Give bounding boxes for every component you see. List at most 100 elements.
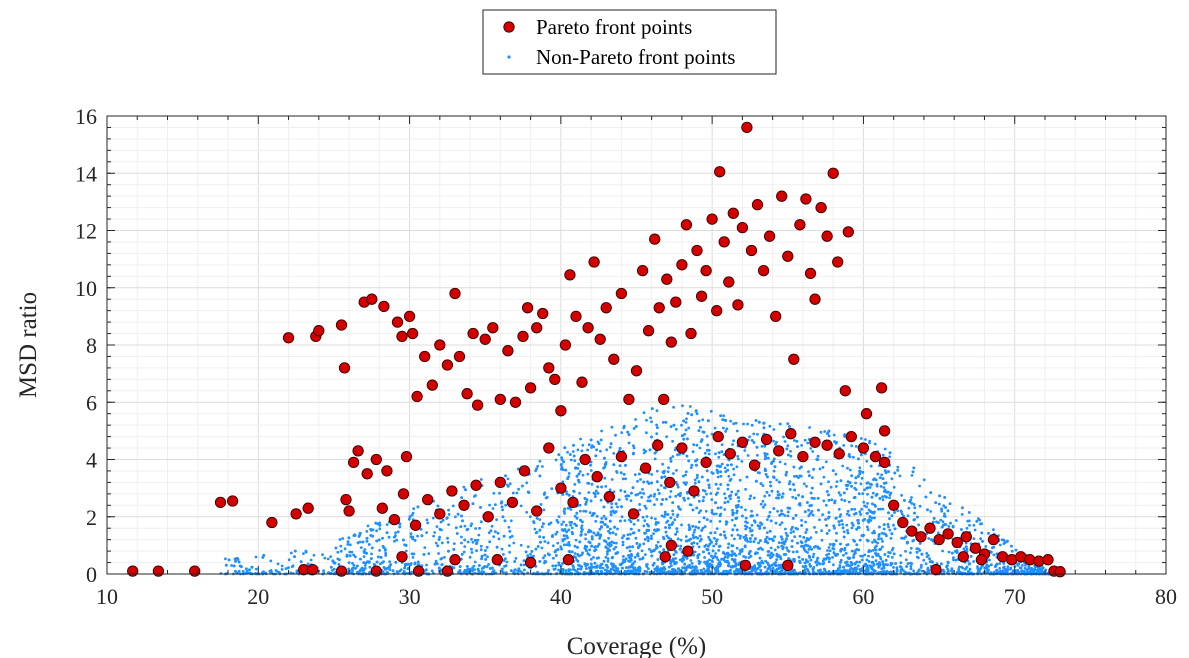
non-pareto-point (859, 453, 863, 457)
non-pareto-point (819, 430, 823, 434)
non-pareto-point (920, 552, 924, 556)
non-pareto-point (697, 429, 701, 432)
non-pareto-point (777, 563, 781, 567)
non-pareto-point (816, 496, 820, 500)
non-pareto-point (671, 501, 675, 504)
non-pareto-point (680, 523, 683, 527)
non-pareto-point (821, 513, 824, 517)
non-pareto-point (696, 569, 699, 572)
non-pareto-point (686, 565, 690, 569)
non-pareto-point (825, 553, 828, 557)
non-pareto-point (873, 503, 877, 507)
non-pareto-point (888, 528, 892, 532)
non-pareto-point (538, 518, 542, 521)
non-pareto-point (885, 534, 888, 538)
non-pareto-point (934, 501, 938, 504)
non-pareto-point (1027, 565, 1031, 569)
non-pareto-point (535, 467, 538, 471)
non-pareto-point (834, 517, 838, 520)
non-pareto-point (576, 546, 579, 549)
non-pareto-point (579, 509, 582, 513)
non-pareto-point (387, 535, 391, 539)
non-pareto-point (917, 523, 920, 527)
non-pareto-point (563, 537, 567, 541)
non-pareto-point (906, 562, 910, 565)
non-pareto-point (800, 444, 803, 447)
non-pareto-point (484, 558, 488, 561)
non-pareto-point (695, 506, 699, 510)
non-pareto-point (692, 541, 696, 545)
non-pareto-point (559, 463, 563, 467)
non-pareto-point (603, 523, 606, 526)
non-pareto-point (792, 568, 796, 572)
non-pareto-point (775, 478, 779, 482)
non-pareto-point (460, 535, 463, 539)
non-pareto-point (623, 490, 627, 494)
non-pareto-point (393, 535, 396, 539)
non-pareto-point (763, 503, 767, 507)
non-pareto-point (888, 496, 891, 500)
non-pareto-point (381, 561, 384, 565)
non-pareto-point (612, 490, 616, 494)
non-pareto-point (1002, 562, 1006, 565)
non-pareto-point (858, 538, 862, 542)
non-pareto-point (473, 560, 477, 564)
non-pareto-point (795, 550, 799, 554)
non-pareto-point (269, 559, 273, 563)
non-pareto-point (735, 509, 739, 513)
non-pareto-point (874, 494, 878, 497)
non-pareto-point (667, 536, 670, 540)
non-pareto-point (756, 524, 760, 528)
non-pareto-point (828, 549, 832, 553)
non-pareto-point (653, 528, 656, 532)
non-pareto-point (864, 562, 867, 566)
non-pareto-point (644, 553, 647, 556)
non-pareto-point (1023, 566, 1027, 570)
non-pareto-point (656, 488, 660, 492)
non-pareto-point (669, 490, 673, 493)
non-pareto-point (625, 566, 628, 569)
non-pareto-point (992, 553, 996, 557)
non-pareto-point (968, 567, 972, 571)
non-pareto-point (910, 501, 914, 505)
non-pareto-point (950, 569, 953, 573)
non-pareto-point (393, 539, 396, 543)
non-pareto-point (371, 528, 375, 532)
non-pareto-point (562, 520, 565, 524)
non-pareto-point (689, 559, 693, 562)
grid (106, 115, 1167, 575)
non-pareto-point (589, 557, 593, 561)
non-pareto-point (656, 558, 660, 561)
non-pareto-point (866, 481, 870, 485)
non-pareto-point (786, 510, 790, 514)
non-pareto-point (658, 550, 662, 554)
non-pareto-point (801, 495, 804, 499)
non-pareto-point (792, 557, 796, 561)
non-pareto-point (870, 495, 874, 499)
non-pareto-point (911, 470, 915, 474)
non-pareto-point (890, 556, 894, 559)
non-pareto-point (909, 551, 912, 555)
non-pareto-point (987, 532, 990, 535)
non-pareto-point (554, 532, 558, 536)
non-pareto-point (739, 550, 743, 553)
non-pareto-point (1030, 567, 1033, 570)
non-pareto-point (900, 536, 904, 540)
non-pareto-point (1039, 569, 1043, 573)
non-pareto-point (711, 549, 715, 553)
non-pareto-point (702, 567, 706, 571)
non-pareto-point (691, 450, 695, 454)
non-pareto-point (577, 472, 581, 476)
non-pareto-point (416, 534, 419, 538)
non-pareto-point (802, 482, 806, 486)
non-pareto-point (858, 510, 862, 514)
non-pareto-point (682, 496, 686, 500)
non-pareto-point (612, 547, 616, 551)
non-pareto-point (603, 539, 606, 543)
non-pareto-point (986, 571, 990, 574)
non-pareto-point (920, 563, 923, 567)
non-pareto-point (992, 528, 995, 532)
non-pareto-point (685, 539, 688, 543)
non-pareto-point (780, 521, 784, 524)
